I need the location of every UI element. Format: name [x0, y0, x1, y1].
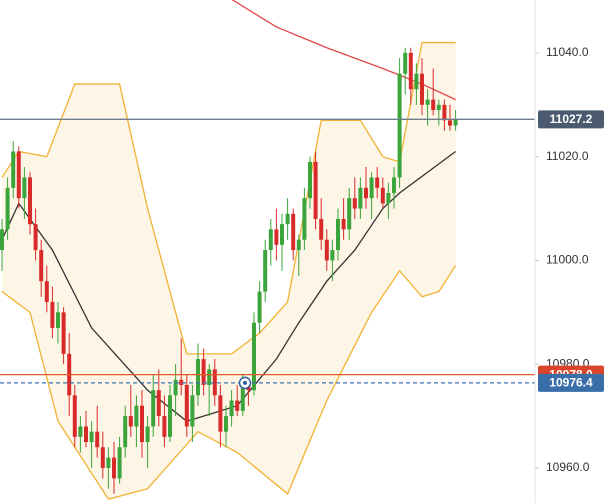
- alert-marker[interactable]: [238, 376, 252, 390]
- candle-body: [134, 405, 139, 427]
- band-fill: [2, 42, 456, 500]
- candle-body: [151, 390, 156, 427]
- candle-body: [117, 447, 122, 479]
- candle-body: [257, 291, 262, 323]
- y-tick-label: 11000.0: [546, 253, 589, 267]
- candle-body: [56, 312, 60, 328]
- candle-body: [397, 73, 402, 178]
- candle-body: [313, 161, 318, 219]
- candle-body: [386, 193, 391, 204]
- candle-body: [184, 384, 189, 427]
- candle-body: [453, 119, 458, 126]
- candle-body: [156, 390, 161, 417]
- candle-body: [414, 73, 419, 90]
- candle-body: [39, 250, 44, 282]
- band-line: [1, 265, 457, 500]
- candle-body: [442, 104, 447, 121]
- candle-body: [352, 198, 357, 209]
- candle-body: [95, 431, 100, 448]
- candle-body: [408, 52, 413, 90]
- y-tick-label: 11020.0: [546, 149, 589, 163]
- candle-body: [268, 229, 273, 251]
- candle-body: [431, 99, 436, 110]
- candle-body: [11, 151, 16, 188]
- candle-body: [240, 384, 245, 411]
- candle-body: [145, 426, 150, 443]
- candle-body: [330, 250, 335, 261]
- candle-body: [235, 400, 240, 411]
- y-tick-label: 10960.0: [546, 460, 590, 474]
- candle-body: [168, 395, 172, 437]
- candle-body: [252, 322, 256, 391]
- candle-body: [319, 218, 324, 240]
- candle-body: [420, 73, 424, 105]
- indicator-line: [231, 0, 456, 101]
- candle-body: [22, 177, 27, 199]
- candle-body: [308, 161, 312, 199]
- candle-body: [425, 99, 430, 105]
- candle-body: [274, 229, 279, 245]
- candle-body: [128, 416, 133, 427]
- candle-body: [100, 447, 105, 468]
- candle-body: [201, 359, 206, 385]
- plot-area: [0, 0, 535, 500]
- candle-body: [341, 218, 346, 230]
- candle-body: [347, 198, 352, 230]
- candle-body: [179, 379, 184, 385]
- candle-body: [196, 359, 200, 396]
- candle-body: [280, 224, 284, 245]
- candle-body: [375, 177, 380, 188]
- candle-body: [112, 457, 116, 479]
- y-tick-label: 11040.0: [546, 45, 589, 59]
- candle-body: [207, 369, 212, 385]
- candle-body: [364, 187, 368, 199]
- candle-body: [33, 224, 38, 251]
- candle-body: [89, 431, 94, 443]
- price-axis-labels: 10960.010980.011000.011020.011040.011027…: [535, 45, 604, 474]
- candle-body: [302, 198, 307, 240]
- candle-body: [436, 104, 441, 110]
- candle-body: [28, 177, 32, 225]
- candle-body: [218, 395, 223, 432]
- price-label: 11027.2: [550, 112, 593, 126]
- band-line: [1, 41, 456, 355]
- candle-body: [224, 416, 228, 432]
- candle-body: [212, 369, 217, 396]
- candle-body: [358, 187, 363, 209]
- candle-body: [291, 213, 296, 251]
- candle-body: [324, 239, 329, 261]
- candle-body: [16, 151, 21, 199]
- price-label-box: [538, 110, 604, 129]
- price-label-box: [538, 373, 604, 392]
- candle-body: [173, 379, 178, 396]
- marker-dot: [243, 380, 247, 385]
- candle-body: [5, 187, 10, 230]
- candle-body: [78, 426, 83, 437]
- candle-body: [403, 52, 408, 74]
- price-label: 10976.4: [549, 376, 593, 390]
- candle-body: [392, 177, 396, 194]
- candle-body: [61, 312, 66, 354]
- candle-body: [369, 177, 374, 199]
- candle-body: [448, 120, 452, 126]
- candle-body: [140, 405, 144, 443]
- candle-body: [72, 395, 77, 437]
- candle-body: [285, 213, 290, 225]
- candle-body: [50, 301, 55, 328]
- candle-body: [380, 187, 385, 204]
- candle-body: [229, 400, 234, 417]
- candle-body: [336, 218, 340, 251]
- candle-body: [123, 416, 128, 448]
- candle-body: [296, 239, 301, 251]
- price-axis: [535, 0, 610, 503]
- candle-body: [0, 229, 4, 251]
- candle-body: [44, 281, 49, 302]
- candle-body: [84, 426, 88, 443]
- candle-body: [190, 395, 195, 427]
- candle-body: [162, 416, 167, 437]
- candle-body: [263, 250, 268, 292]
- candle-body: [106, 457, 111, 468]
